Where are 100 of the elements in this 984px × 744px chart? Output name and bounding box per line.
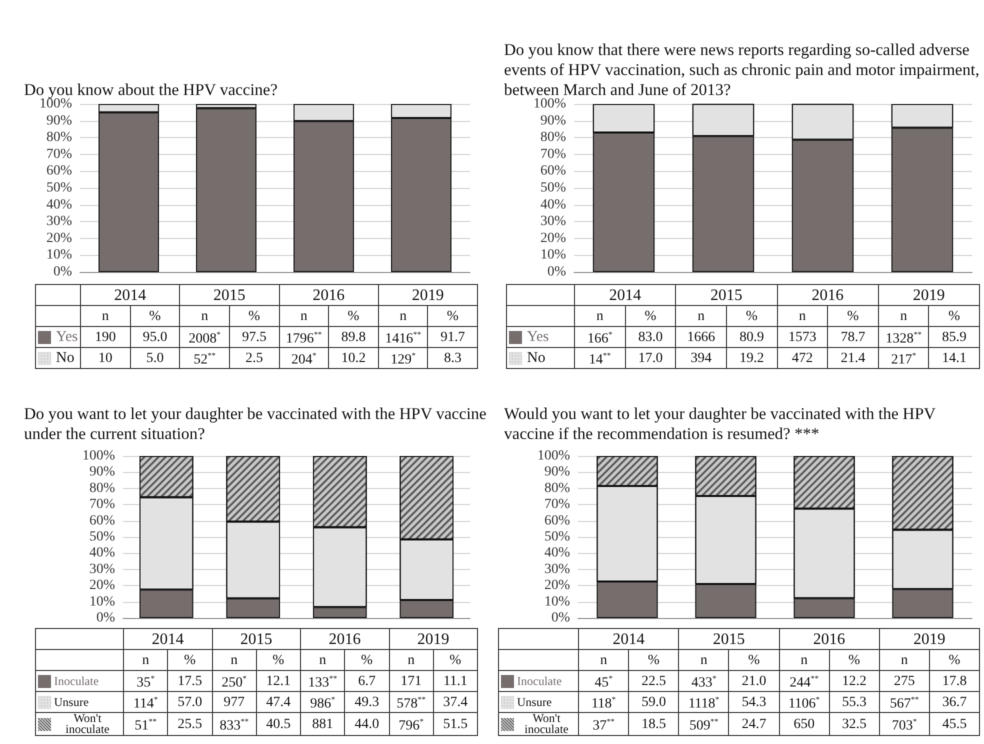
text: n: [900, 652, 908, 668]
text: %: [848, 652, 860, 668]
legend-label: No: [527, 350, 546, 366]
data-label: 6.7: [344, 670, 389, 692]
y-tick-label: 80%: [89, 480, 116, 496]
y-tick-label: 70%: [89, 497, 116, 512]
category-label: 2019: [417, 630, 450, 648]
y-tick-label: 20%: [46, 230, 72, 246]
data-label: 54.3: [728, 692, 779, 712]
data-label: 11.1: [433, 670, 478, 692]
text: %: [272, 652, 284, 668]
y-tick-label: 0%: [53, 264, 72, 280]
y-tick-label: 70%: [544, 497, 570, 512]
data-label: 24.7: [728, 712, 779, 736]
y-tick-label: 100%: [39, 96, 72, 112]
text: 250$^{*}$: [212, 670, 256, 692]
category-label: 2014: [612, 630, 645, 648]
text: n: [574, 306, 626, 326]
category-label: 2015: [712, 630, 745, 648]
text: 10: [80, 348, 130, 368]
text: 833$^{**}$: [212, 712, 256, 736]
text: %: [130, 306, 180, 326]
text: Yes: [56, 328, 78, 344]
text: 171: [389, 670, 434, 692]
category-label: 2015: [710, 286, 742, 304]
y-tick-label: 90%: [544, 464, 570, 480]
text: 1666: [676, 326, 726, 348]
category-label: 2015: [213, 286, 246, 304]
y-tick-label: 60%: [89, 513, 116, 528]
text: 118$^{*}$: [578, 692, 629, 712]
text: n: [900, 308, 908, 324]
y-tick-label: 30%: [46, 214, 72, 230]
text: n: [800, 652, 808, 668]
data-label: 2.5: [229, 348, 279, 368]
category-label: 2015: [240, 630, 272, 648]
text: n: [124, 650, 168, 670]
text: 650: [779, 712, 830, 736]
data-label: 22.5: [628, 670, 679, 692]
y-tick-label: 60%: [544, 513, 570, 528]
y-tick-label: 60%: [540, 164, 566, 179]
text: %: [248, 308, 260, 324]
text: 52$^{**}$: [180, 348, 230, 368]
y-tick-label: 10%: [46, 248, 72, 263]
data-label: 80.9: [726, 326, 777, 348]
data-label: 14.1: [928, 348, 980, 368]
y-tick-label: 100%: [537, 448, 570, 464]
data-label: 25.5: [168, 712, 212, 736]
text: 472: [777, 348, 828, 368]
category-label: 2014: [152, 630, 184, 648]
y-tick-label: 30%: [540, 214, 566, 230]
text: Yes: [527, 328, 549, 344]
legend-label: Won't inoculate: [64, 711, 110, 736]
data-label: 12.1: [256, 670, 300, 692]
y-tick-label: 80%: [46, 130, 72, 146]
text: 567$^{**}$: [879, 692, 930, 712]
y-tick-label: 50%: [46, 180, 72, 196]
text: 509$^{**}$: [678, 712, 729, 736]
text: 977: [212, 692, 256, 712]
data-label: 47.4: [256, 692, 300, 712]
text: %: [450, 652, 462, 668]
y-tick-label: 40%: [89, 546, 116, 561]
text: 578$^{**}$: [389, 692, 434, 712]
y-tick-label: 90%: [46, 113, 72, 128]
data-label: 5.0: [130, 348, 180, 368]
data-label: 51.5: [433, 712, 478, 736]
data-label: 17.0: [625, 348, 676, 368]
text: 204$^{*}$: [279, 348, 329, 368]
text: n: [578, 650, 629, 670]
y-tick-label: 0%: [551, 610, 570, 626]
data-label: 45.5: [929, 712, 980, 736]
y-tick-label: 0%: [96, 610, 116, 626]
category-label: 2016: [813, 630, 846, 648]
text: 881: [300, 712, 345, 736]
data-label: 12.2: [829, 670, 880, 692]
text: 703$^{*}$: [879, 712, 930, 736]
text: 45$^{*}$: [578, 670, 629, 692]
y-tick-label: 30%: [544, 562, 570, 577]
text: n: [230, 652, 238, 668]
text: n: [400, 308, 407, 324]
data-label: 17.5: [168, 670, 212, 692]
text: 166$^{*}$: [574, 326, 626, 348]
text: %: [847, 308, 859, 324]
data-label: 55.3: [829, 692, 880, 712]
data-label: 59.0: [628, 692, 679, 712]
y-tick-label: 70%: [540, 146, 566, 162]
legend-label: Unsure: [54, 694, 89, 708]
category-label: 2019: [912, 286, 945, 304]
text: 133$^{**}$: [300, 670, 345, 692]
chart-title: Would you want to let your daughter be vaccinated with the HPV vaccine if the recommendation is resumed? ***: [504, 404, 936, 444]
text: 394: [676, 348, 726, 368]
text: 37$^{**}$: [578, 712, 629, 736]
text: 190: [80, 326, 130, 348]
y-tick-label: 90%: [540, 113, 566, 128]
bar: [196, 108, 256, 272]
y-tick-label: 20%: [89, 578, 116, 594]
text: 35$^{*}$: [124, 670, 168, 692]
text: %: [446, 308, 459, 324]
text: n: [300, 308, 308, 324]
text: %: [625, 306, 676, 326]
text: 2008$^{*}$: [180, 326, 230, 348]
